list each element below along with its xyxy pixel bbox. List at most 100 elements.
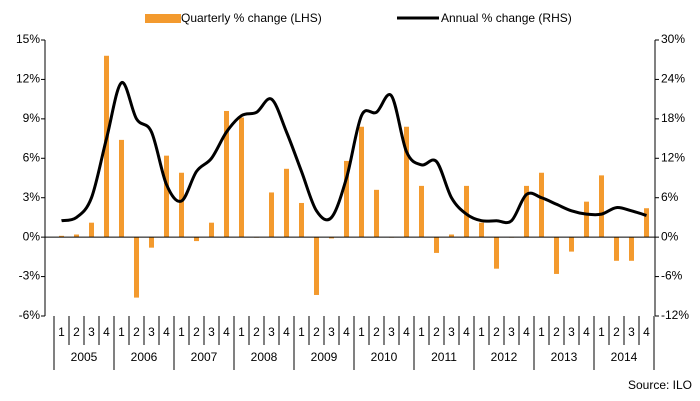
x-tick-label: 2 — [313, 325, 320, 339]
y-tick-label: -6% — [19, 308, 41, 322]
x-tick-label: 2 — [73, 325, 80, 339]
x-tick-label: 3 — [508, 325, 515, 339]
x-tick-label: 2 — [613, 325, 620, 339]
x-tick-label: 2 — [553, 325, 560, 339]
bar — [614, 237, 619, 261]
x-tick-label: 4 — [643, 325, 650, 339]
x-tick-label: 3 — [268, 325, 275, 339]
x-tick-label: 3 — [148, 325, 155, 339]
y-tick-label: 0% — [23, 229, 41, 243]
x-tick-label: 1 — [178, 325, 185, 339]
x-tick-label: 2 — [193, 325, 200, 339]
bar — [284, 168, 289, 238]
bar — [104, 55, 109, 238]
bar — [164, 155, 169, 238]
bar — [209, 222, 214, 238]
bar — [89, 222, 94, 238]
x-tick-label: 3 — [88, 325, 95, 339]
x-tick-label: 1 — [418, 325, 425, 339]
x-tick-label: 2 — [373, 325, 380, 339]
x-tick-label: 4 — [163, 325, 170, 339]
source: Source: ILO — [628, 378, 692, 392]
y-tick-label: 9% — [23, 111, 41, 125]
x-group-label: 2010 — [371, 350, 398, 364]
y-tick-label: 6% — [23, 150, 41, 164]
x-tick-label: 1 — [478, 325, 485, 339]
bar — [149, 237, 154, 248]
bar — [59, 235, 64, 238]
x-tick-label: 3 — [628, 325, 635, 339]
y2-tick-label: 0% — [661, 229, 679, 243]
x-group-label: 2007 — [191, 350, 218, 364]
x-group-label: 2008 — [251, 350, 278, 364]
bar — [569, 237, 574, 252]
bar — [449, 234, 454, 238]
x-tick-label: 2 — [253, 325, 260, 339]
bar — [299, 202, 304, 238]
y2-tick-label: 24% — [661, 72, 685, 86]
bar — [269, 192, 274, 238]
x-group-label: 2006 — [131, 350, 158, 364]
bar — [134, 237, 139, 298]
line — [61, 81, 647, 225]
bar — [239, 117, 244, 238]
x-tick-label: 4 — [463, 325, 470, 339]
x-tick-label: 4 — [583, 325, 590, 339]
x-group-label: 2005 — [71, 350, 98, 364]
x-tick-label: 4 — [103, 325, 110, 339]
x-tick-label: 2 — [493, 325, 500, 339]
bar — [599, 175, 604, 238]
x-group-label: 2013 — [551, 350, 578, 364]
y-tick-label: 12% — [16, 72, 40, 86]
bar — [404, 126, 409, 238]
x-tick-label: 1 — [358, 325, 365, 339]
bar — [74, 234, 79, 238]
bar — [584, 201, 589, 238]
y2-tick-label: 6% — [661, 190, 679, 204]
bar — [329, 237, 334, 239]
x-tick-label: 3 — [328, 325, 335, 339]
x-tick-label: 1 — [598, 325, 605, 339]
y-tick-label: -3% — [19, 269, 41, 283]
x-tick-label: 1 — [538, 325, 545, 339]
legend-label: Annual % change (RHS) — [441, 11, 572, 25]
y2-tick-label: 18% — [661, 111, 685, 125]
x-group-label: 2014 — [611, 350, 638, 364]
x-tick-label: 3 — [208, 325, 215, 339]
x-tick-label: 1 — [238, 325, 245, 339]
x-group-label: 2012 — [491, 350, 518, 364]
bar — [644, 208, 649, 238]
bar — [194, 237, 199, 242]
x-tick-label: 4 — [343, 325, 350, 339]
x-tick-label: 1 — [298, 325, 305, 339]
bar — [539, 172, 544, 238]
y2-tick-label: 30% — [661, 32, 685, 46]
bar — [359, 126, 364, 238]
x-tick-label: 4 — [283, 325, 290, 339]
y-tick-label: 3% — [23, 190, 41, 204]
bar — [344, 160, 349, 238]
bar — [314, 237, 319, 295]
bar — [464, 185, 469, 238]
legend-swatch — [145, 14, 181, 23]
x-tick-label: 1 — [58, 325, 65, 339]
x-group-label: 2009 — [311, 350, 338, 364]
bar — [179, 172, 184, 238]
x-tick-label: 4 — [223, 325, 230, 339]
x-tick-label: 2 — [433, 325, 440, 339]
x-tick-label: 2 — [133, 325, 140, 339]
bar — [119, 139, 124, 238]
y-tick-label: 15% — [16, 32, 40, 46]
bar — [524, 185, 529, 238]
y2-tick-label: -12% — [661, 308, 689, 322]
y2-tick-label: -6% — [661, 269, 683, 283]
y2-tick-label: 12% — [661, 150, 685, 164]
legend-label: Quarterly % change (LHS) — [181, 11, 322, 25]
bar — [224, 110, 229, 238]
bar — [494, 237, 499, 269]
x-tick-label: 3 — [388, 325, 395, 339]
bar — [419, 185, 424, 238]
bar — [629, 237, 634, 261]
x-group-label: 2011 — [431, 350, 457, 364]
